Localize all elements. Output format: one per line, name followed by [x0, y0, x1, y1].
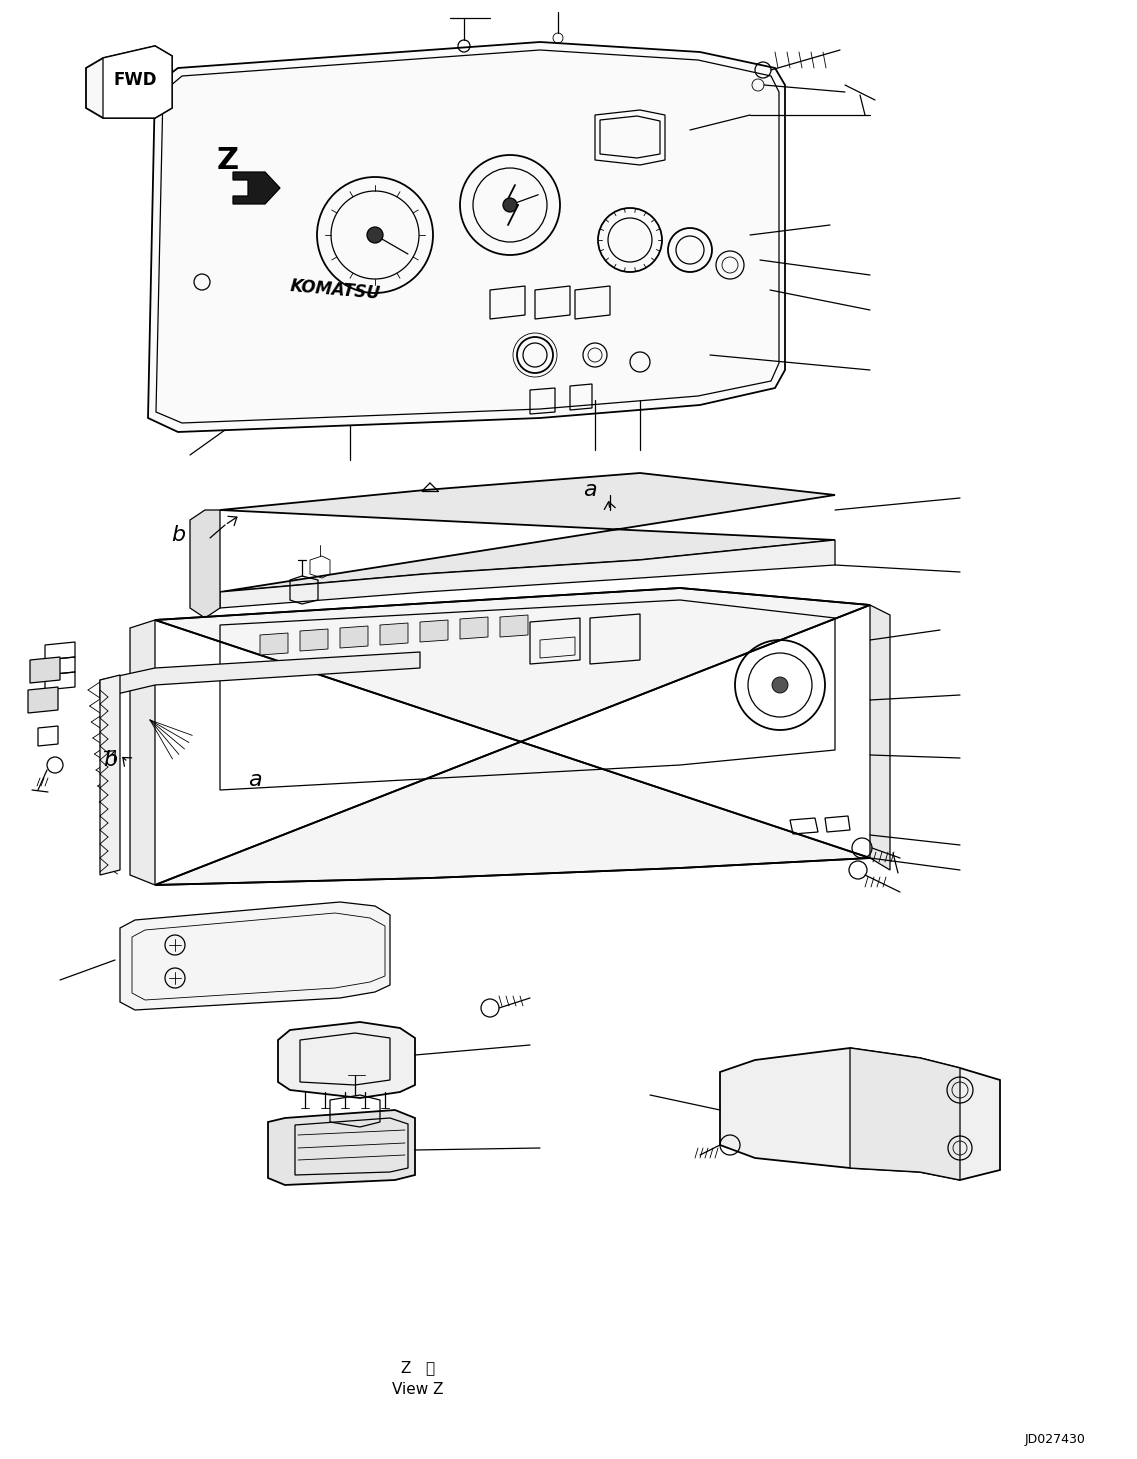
Polygon shape [268, 1110, 415, 1185]
Polygon shape [340, 626, 368, 648]
Text: a: a [583, 480, 597, 500]
Circle shape [772, 677, 788, 693]
Text: Z: Z [217, 146, 239, 175]
Polygon shape [100, 652, 420, 697]
Text: JD027430: JD027430 [1024, 1434, 1086, 1446]
Polygon shape [155, 588, 870, 886]
Text: a: a [248, 770, 262, 789]
Polygon shape [300, 629, 327, 651]
Polygon shape [190, 511, 219, 619]
Polygon shape [279, 1021, 415, 1099]
Polygon shape [420, 620, 448, 642]
Polygon shape [380, 623, 408, 645]
Text: FWD: FWD [114, 71, 157, 89]
Polygon shape [30, 657, 60, 683]
Polygon shape [260, 633, 288, 655]
Polygon shape [233, 172, 280, 204]
Polygon shape [850, 1048, 960, 1180]
Polygon shape [148, 42, 785, 432]
Text: b: b [171, 525, 185, 546]
Polygon shape [219, 540, 835, 608]
Text: KOMATSU: KOMATSU [289, 277, 381, 303]
Text: b: b [103, 750, 117, 770]
Text: View Z: View Z [392, 1383, 443, 1398]
Circle shape [503, 198, 517, 212]
Polygon shape [103, 47, 172, 118]
Polygon shape [100, 676, 121, 875]
Polygon shape [219, 473, 835, 592]
Polygon shape [28, 687, 58, 713]
Polygon shape [460, 617, 488, 639]
Polygon shape [130, 620, 155, 886]
Polygon shape [86, 47, 172, 118]
Polygon shape [870, 605, 890, 870]
Circle shape [367, 228, 383, 244]
Text: Z   視: Z 視 [401, 1360, 435, 1376]
Polygon shape [121, 902, 390, 1010]
Polygon shape [500, 616, 528, 638]
Polygon shape [720, 1048, 1001, 1180]
